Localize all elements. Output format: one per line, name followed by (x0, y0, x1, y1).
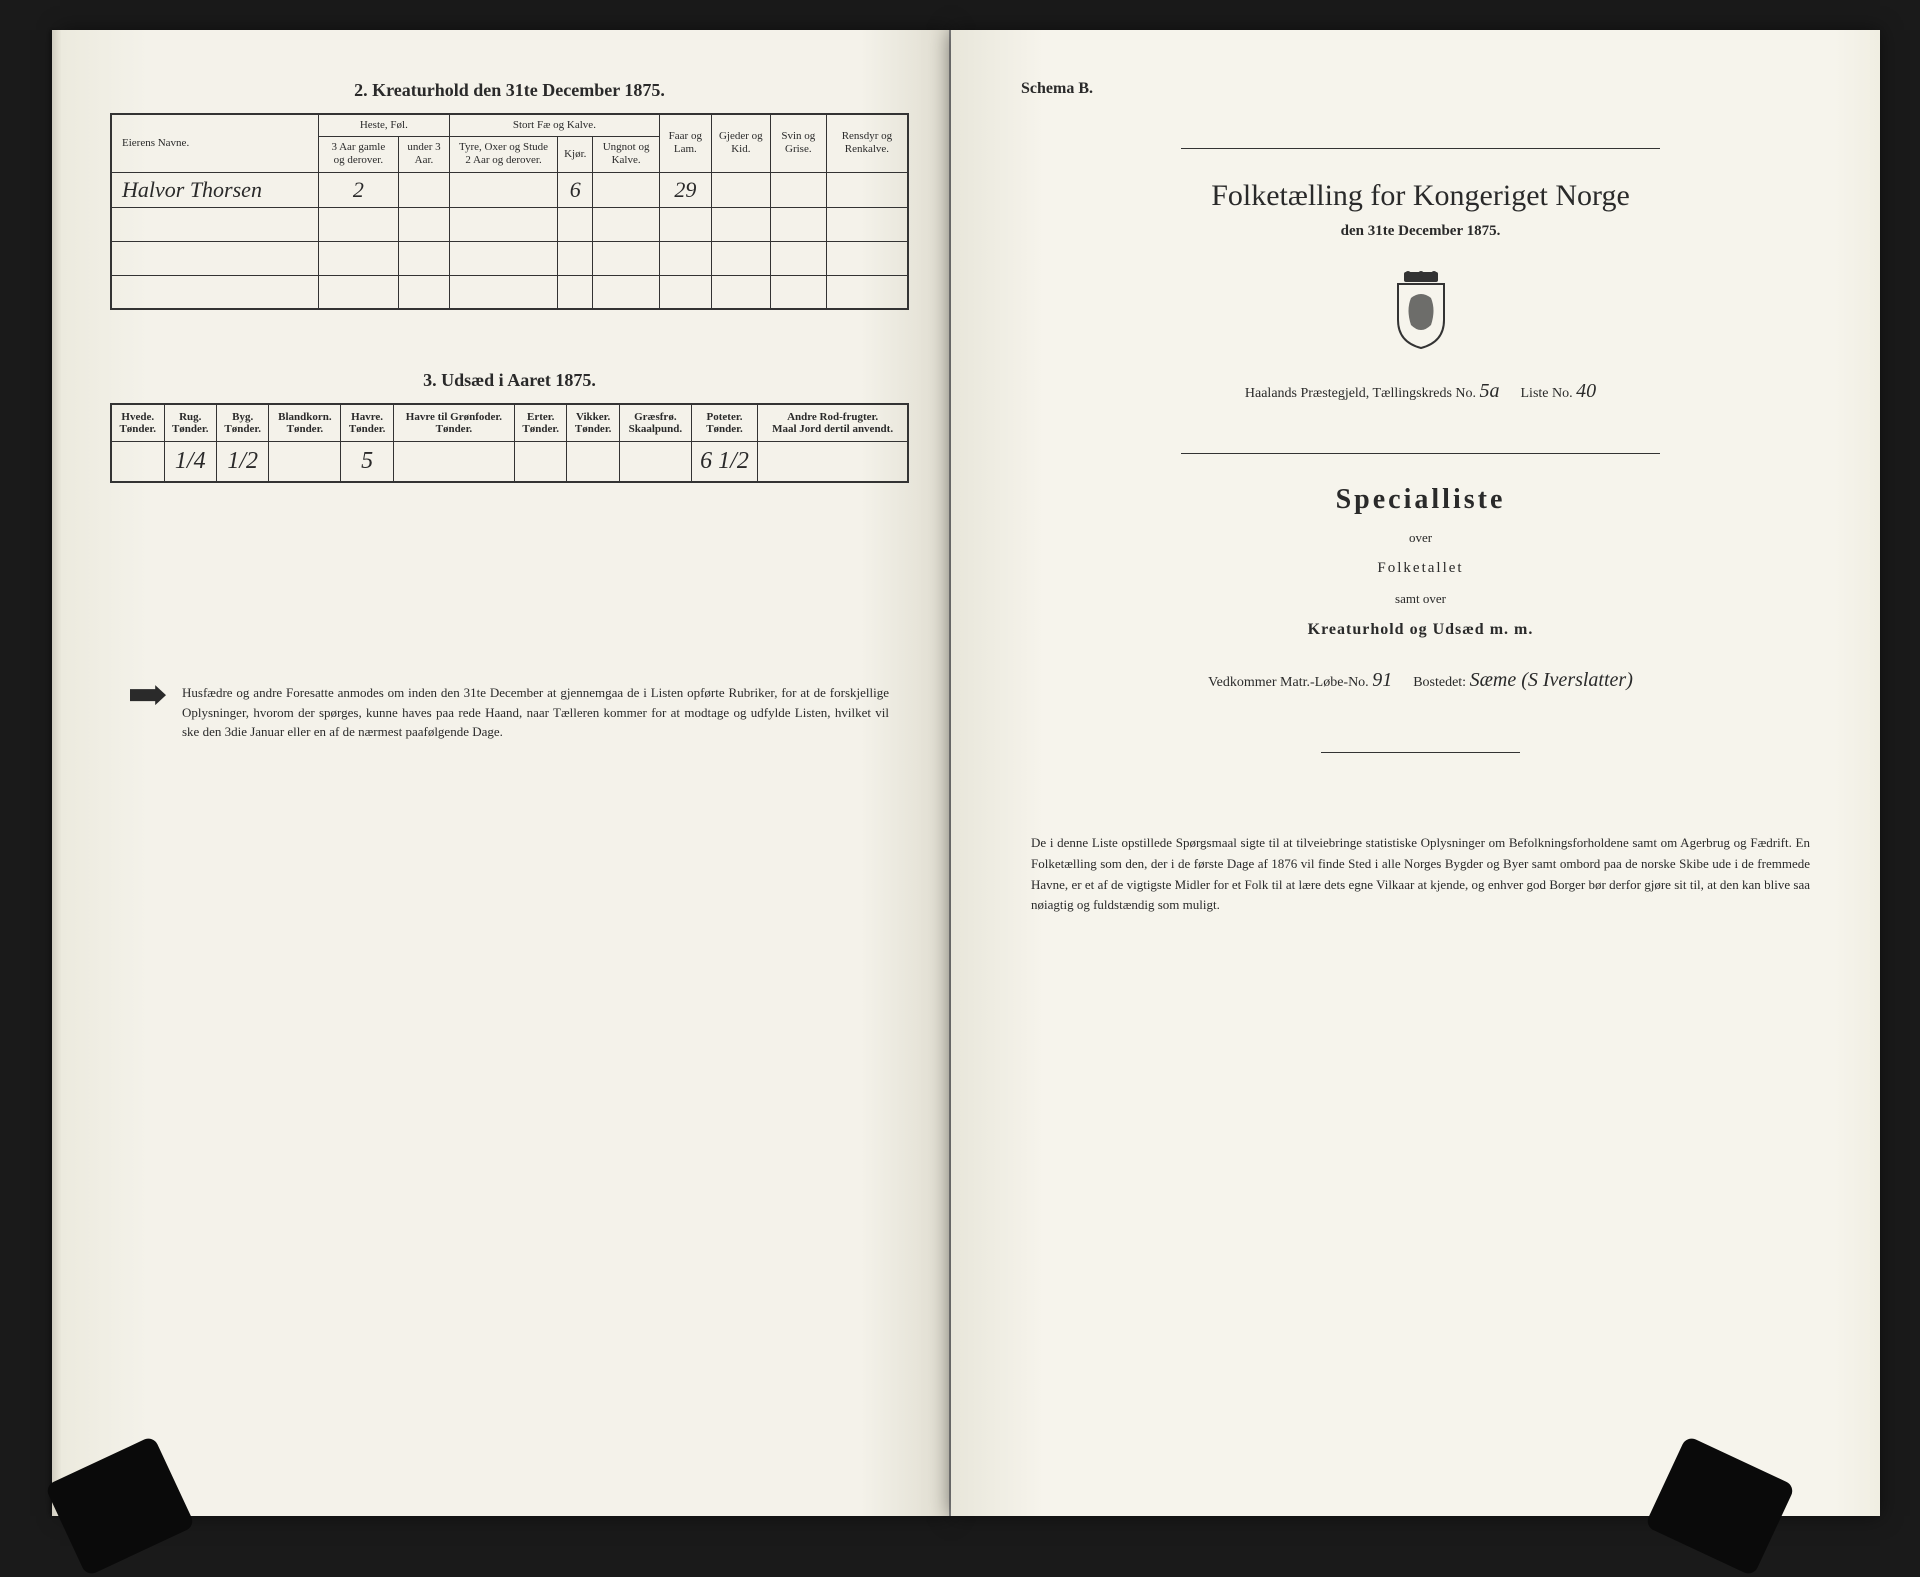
table-row (111, 241, 908, 275)
place-line: Vedkommer Matr.-Løbe-No. 91 Bostedet: Sæ… (1021, 669, 1820, 692)
bostedet-val: Sæme (S Iverslatter) (1470, 669, 1633, 691)
th-gjeder: Gjeder og Kid. (711, 114, 770, 172)
cell-rens (826, 172, 908, 207)
seed-c6 (393, 442, 514, 483)
table-row: 1/4 1/2 5 6 1/2 (111, 442, 908, 483)
table-row (111, 207, 908, 241)
divider (1181, 148, 1660, 149)
table2-title: 2. Kreaturhold den 31te December 1875. (110, 80, 909, 101)
cell-tyre (450, 172, 558, 207)
vedk-num: 91 (1372, 669, 1392, 691)
liste-label: Liste No. (1521, 386, 1573, 401)
th-name: Eierens Navne. (111, 114, 318, 172)
th-c4: Blandkorn.Tønder. (269, 404, 341, 442)
cell-kjor: 6 (558, 172, 593, 207)
seed-c1 (111, 442, 164, 483)
cell-svin (770, 172, 826, 207)
right-footer-text: De i denne Liste opstillede Spørgsmaal s… (1021, 833, 1820, 916)
cell-heste-young (398, 172, 449, 207)
th-heste-old: 3 Aar gamle og derover. (318, 137, 398, 172)
seed-c9 (619, 442, 691, 483)
th-c9: Græsfrø.Skaalpund. (619, 404, 691, 442)
livestock-table: Eierens Navne. Heste, Føl. Stort Fæ og K… (110, 113, 909, 310)
parish-line: Haalands Præstegjeld, Tællingskreds No. … (1021, 380, 1820, 403)
seed-c5: 5 (341, 442, 393, 483)
cell-faar: 29 (659, 172, 711, 207)
th-ungnot: Ungnot og Kalve. (593, 137, 659, 172)
cell-ungnot (593, 172, 659, 207)
seed-c3: 1/2 (216, 442, 268, 483)
th-c10: Poteter.Tønder. (691, 404, 757, 442)
th-svin: Svin og Grise. (770, 114, 826, 172)
th-c7: Erter.Tønder. (514, 404, 566, 442)
parish-label: Haalands Præstegjeld, Tællingskreds No. (1245, 386, 1476, 401)
seed-c7 (514, 442, 566, 483)
kreatur-label: Kreaturhold og Udsæd m. m. (1021, 621, 1820, 639)
pointing-hand-icon (130, 685, 166, 705)
census-date: den 31te December 1875. (1021, 223, 1820, 240)
th-c2: Rug.Tønder. (164, 404, 216, 442)
th-c6: Havre til Grønfoder.Tønder. (393, 404, 514, 442)
seed-table: Hvede.Tønder. Rug.Tønder. Byg.Tønder. Bl… (110, 403, 909, 483)
seed-c2: 1/4 (164, 442, 216, 483)
table-row: Halvor Thorsen 2 6 29 (111, 172, 908, 207)
right-page: Schema B. Folketælling for Kongeriget No… (951, 30, 1880, 1516)
seed-c4 (269, 442, 341, 483)
seed-c11 (758, 442, 908, 483)
book-spread: 2. Kreaturhold den 31te December 1875. E… (60, 30, 1880, 1516)
table3-title: 3. Udsæd i Aaret 1875. (110, 370, 909, 391)
divider (1181, 453, 1660, 454)
schema-label: Schema B. (1021, 80, 1820, 98)
th-c1: Hvede.Tønder. (111, 404, 164, 442)
seed-c10: 6 1/2 (691, 442, 757, 483)
th-heste-young: under 3 Aar. (398, 137, 449, 172)
th-c5: Havre.Tønder. (341, 404, 393, 442)
seed-c8 (567, 442, 619, 483)
left-footnote: Husfædre og andre Foresatte anmodes om i… (110, 683, 909, 742)
cell-gjeder (711, 172, 770, 207)
divider (1321, 752, 1521, 753)
th-faar: Faar og Lam. (659, 114, 711, 172)
table-row (111, 275, 908, 309)
folketallet-label: Folketallet (1021, 560, 1820, 577)
samt-label: samt over (1021, 591, 1820, 607)
census-title: Folketælling for Kongeriget Norge (1021, 179, 1820, 213)
th-c8: Vikker.Tønder. (567, 404, 619, 442)
over-label: over (1021, 530, 1820, 546)
parish-num: 5a (1480, 380, 1500, 402)
th-rens: Rensdyr og Renkalve. (826, 114, 908, 172)
th-c11: Andre Rod-frugter.Maal Jord dertil anven… (758, 404, 908, 442)
cell-name: Halvor Thorsen (111, 172, 318, 207)
th-kjor: Kjør. (558, 137, 593, 172)
bostedet-label: Bostedet: (1413, 675, 1466, 690)
vedk-label: Vedkommer Matr.-Løbe-No. (1208, 675, 1369, 690)
th-stort: Stort Fæ og Kalve. (450, 114, 660, 137)
coat-of-arms-icon (1386, 270, 1456, 350)
footnote-text: Husfædre og andre Foresatte anmodes om i… (182, 683, 889, 742)
cell-heste-old: 2 (318, 172, 398, 207)
left-page: 2. Kreaturhold den 31te December 1875. E… (60, 30, 951, 1516)
special-title: Specialliste (1021, 484, 1820, 516)
th-c3: Byg.Tønder. (216, 404, 268, 442)
liste-num: 40 (1576, 380, 1596, 402)
th-tyre: Tyre, Oxer og Stude 2 Aar og derover. (450, 137, 558, 172)
th-heste: Heste, Føl. (318, 114, 449, 137)
